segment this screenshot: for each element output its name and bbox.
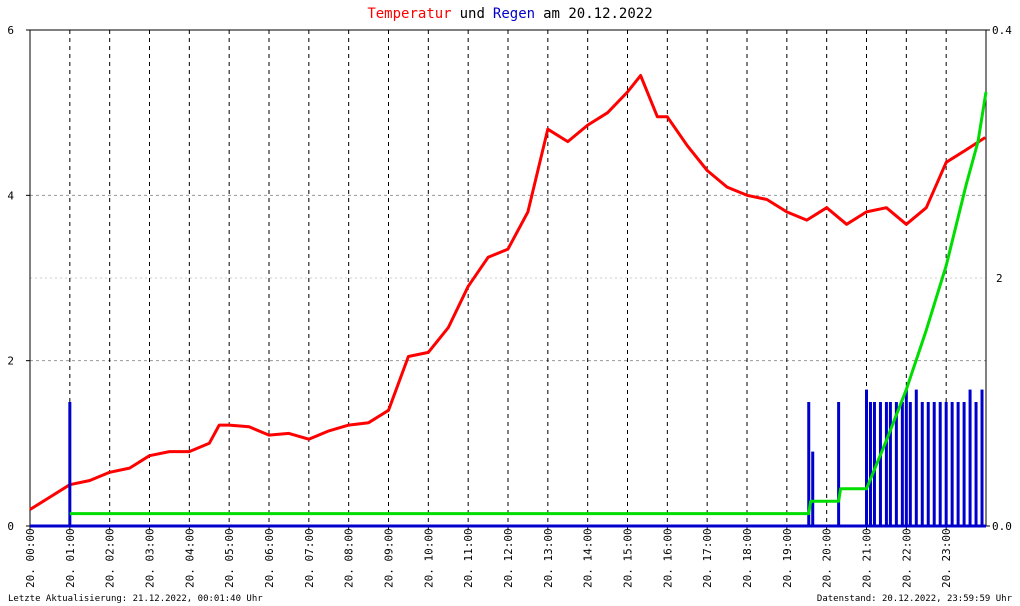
y2-tick-label: 0.0 <box>992 520 1012 533</box>
rain-bar <box>968 389 972 526</box>
rain-bar <box>878 402 882 526</box>
title-part: am 20.12.2022 <box>543 6 653 22</box>
rain-bar <box>865 389 868 526</box>
rain-bar <box>956 402 960 526</box>
x-tick-label: 20. 08:00 <box>343 528 356 588</box>
rain-bar <box>868 402 872 526</box>
rain-sum-line <box>69 91 988 516</box>
x-tick-label: 20. 15:00 <box>622 528 635 588</box>
title-part: Regen <box>493 6 535 22</box>
rain-bar <box>884 402 888 526</box>
rain-bar <box>938 402 942 526</box>
x-tick-label: 20. 00:00 <box>24 528 37 588</box>
rain-bar <box>974 402 978 526</box>
temperature-line <box>29 74 987 511</box>
rain-bar <box>980 389 984 526</box>
x-tick-label: 20. 16:00 <box>661 528 674 588</box>
rain-bar <box>926 402 930 526</box>
rain-bar <box>900 402 904 526</box>
footer-right: Datenstand: 20.12.2022, 23:59:59 Uhr <box>817 594 1013 604</box>
x-tick-label: 20. 20:00 <box>821 528 834 588</box>
title-part: Temperatur <box>367 6 451 22</box>
rain-bar <box>944 402 948 526</box>
x-tick-label: 20. 10:00 <box>422 528 435 588</box>
rain-bar <box>962 402 966 526</box>
x-tick-label: 20. 23:00 <box>940 528 953 588</box>
x-tick-label: 20. 19:00 <box>781 528 794 588</box>
rain-bar <box>807 402 811 526</box>
x-tick-label: 20. 11:00 <box>462 528 475 588</box>
x-tick-label: 20. 01:00 <box>64 528 77 588</box>
rain-bar <box>932 402 936 526</box>
x-tick-label: 20. 04:00 <box>183 528 196 588</box>
y-tick-label: 0 <box>7 520 14 533</box>
x-tick-label: 20. 17:00 <box>701 528 714 588</box>
rain-bar <box>914 389 918 526</box>
rain-bar <box>920 402 924 526</box>
y-tick-label: 2 <box>7 355 14 368</box>
x-tick-label: 20. 02:00 <box>104 528 117 588</box>
rain-bar <box>811 451 815 526</box>
x-tick-label: 20. 14:00 <box>582 528 595 588</box>
x-tick-label: 20. 21:00 <box>861 528 874 588</box>
x-tick-label: 20. 07:00 <box>303 528 316 588</box>
rain-bar <box>837 402 841 526</box>
rain-bar <box>872 402 876 526</box>
rain-bar <box>908 402 912 526</box>
y-tick-label: 4 <box>7 189 14 202</box>
x-tick-label: 20. 05:00 <box>223 528 236 588</box>
x-tick-label: 20. 06:00 <box>263 528 276 588</box>
rain-bar <box>68 402 72 526</box>
rain-bar <box>904 389 908 526</box>
footer-left: Letzte Aktualisierung: 21.12.2022, 00:01… <box>8 594 263 604</box>
rain-bar <box>894 402 898 526</box>
x-tick-label: 20. 13:00 <box>542 528 555 588</box>
y3-tick-label: 2 <box>996 272 1003 285</box>
y2-tick-label: 0.4 <box>992 24 1012 37</box>
x-tick-label: 20. 18:00 <box>741 528 754 588</box>
x-tick-label: 20. 12:00 <box>502 528 515 588</box>
title-part: und <box>460 6 485 22</box>
chart-title: Temperatur und Regen am 20.12.2022 <box>367 6 652 22</box>
x-tick-label: 20. 03:00 <box>144 528 157 588</box>
rain-bar <box>888 402 892 526</box>
x-tick-label: 20. 09:00 <box>383 528 396 588</box>
y-tick-label: 6 <box>7 24 14 37</box>
x-tick-label: 20. 22:00 <box>900 528 913 588</box>
rain-bar <box>950 402 954 526</box>
